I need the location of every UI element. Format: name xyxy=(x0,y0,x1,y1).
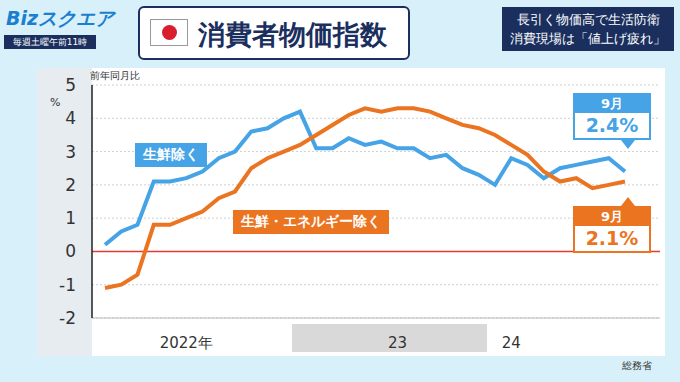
html-text:消費者物価指数: 消費者物価指数 xyxy=(198,19,387,50)
html-text:消費現場は「値上げ疲れ」: 消費現場は「値上げ疲れ」 xyxy=(510,31,666,46)
html-text:毎週土曜午前11時: 毎週土曜午前11時 xyxy=(12,37,88,47)
svg-text:0: 0 xyxy=(65,241,76,261)
html-text:Bizスクエア: Bizスクエア xyxy=(6,7,115,29)
html-text:2.1%: 2.1% xyxy=(585,226,639,249)
html-text:総務省: 総務省 xyxy=(622,360,652,371)
html-text:生鮮・エネルギー除く: 生鮮・エネルギー除く xyxy=(241,213,381,229)
html-text:9月: 9月 xyxy=(601,208,623,224)
svg-text:23: 23 xyxy=(388,334,407,352)
svg-text:-2: -2 xyxy=(59,308,76,328)
html-text:2.4%: 2.4% xyxy=(585,113,639,136)
html-text:9月: 9月 xyxy=(601,95,623,111)
svg-text:3: 3 xyxy=(65,142,76,162)
svg-text:2022年: 2022年 xyxy=(160,334,213,352)
html-text:生鮮除く: 生鮮除く xyxy=(143,146,199,162)
svg-text:24: 24 xyxy=(502,334,521,352)
svg-text:1: 1 xyxy=(65,208,76,228)
svg-text:4: 4 xyxy=(65,108,76,128)
svg-text:-1: -1 xyxy=(59,275,76,295)
html-text:前年同月比: 前年同月比 xyxy=(90,70,140,81)
svg-text:5: 5 xyxy=(65,75,76,95)
svg-text:2: 2 xyxy=(65,175,76,195)
html-text:長引く物価高で生活防衛: 長引く物価高で生活防衛 xyxy=(516,12,660,27)
